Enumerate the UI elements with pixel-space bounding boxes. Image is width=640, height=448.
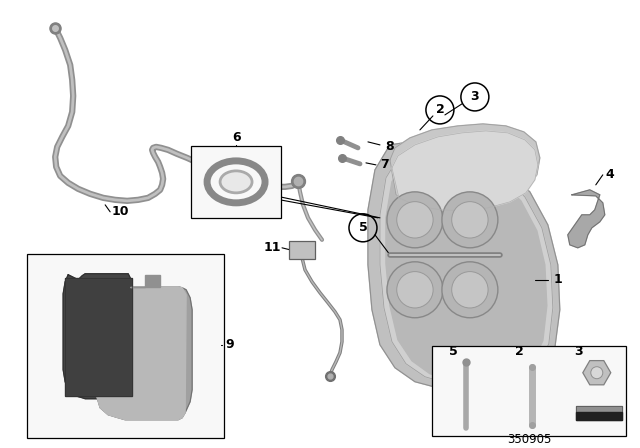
Circle shape xyxy=(452,271,488,308)
Circle shape xyxy=(452,202,488,238)
Text: 2: 2 xyxy=(436,103,444,116)
Polygon shape xyxy=(130,275,160,287)
FancyBboxPatch shape xyxy=(28,254,224,438)
Polygon shape xyxy=(95,287,186,420)
Polygon shape xyxy=(368,142,560,393)
Circle shape xyxy=(387,192,443,248)
Text: 350905: 350905 xyxy=(508,433,552,446)
Circle shape xyxy=(442,262,498,318)
Polygon shape xyxy=(392,131,538,211)
Text: 9: 9 xyxy=(226,338,234,351)
Text: 11: 11 xyxy=(263,241,281,254)
Text: 8: 8 xyxy=(386,140,394,153)
FancyBboxPatch shape xyxy=(432,346,626,435)
Circle shape xyxy=(442,192,498,248)
Ellipse shape xyxy=(220,171,252,193)
Polygon shape xyxy=(65,278,132,396)
Circle shape xyxy=(591,367,603,379)
FancyBboxPatch shape xyxy=(289,241,315,259)
Text: 10: 10 xyxy=(111,205,129,218)
Polygon shape xyxy=(386,155,547,383)
Polygon shape xyxy=(390,124,540,208)
Polygon shape xyxy=(63,274,132,399)
Text: 3: 3 xyxy=(470,90,479,103)
Text: 5: 5 xyxy=(449,345,457,358)
Circle shape xyxy=(397,271,433,308)
Text: 2: 2 xyxy=(515,345,524,358)
Text: 3: 3 xyxy=(575,345,583,358)
Circle shape xyxy=(397,202,433,238)
Polygon shape xyxy=(568,190,605,248)
Polygon shape xyxy=(576,406,622,420)
FancyBboxPatch shape xyxy=(191,146,281,218)
Polygon shape xyxy=(95,287,192,420)
Text: 7: 7 xyxy=(381,159,389,172)
Polygon shape xyxy=(380,150,553,388)
Text: 1: 1 xyxy=(554,273,562,286)
Polygon shape xyxy=(576,412,622,420)
Circle shape xyxy=(387,262,443,318)
Text: 6: 6 xyxy=(232,131,241,144)
Text: 5: 5 xyxy=(358,221,367,234)
Text: 4: 4 xyxy=(605,168,614,181)
